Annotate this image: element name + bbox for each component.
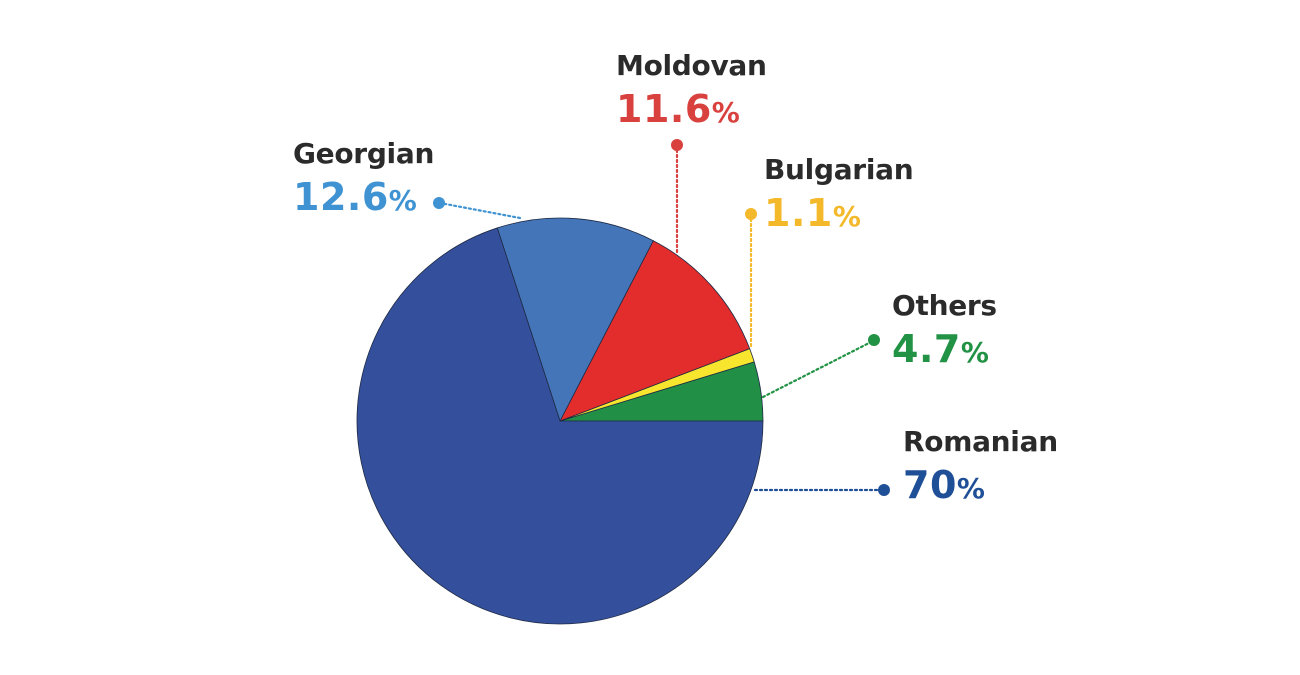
slice-romanian: [356, 227, 764, 625]
label-moldovan-value: 11.6%: [616, 87, 740, 131]
leader-dot-georgian: [433, 197, 445, 209]
label-bulgarian-value: 1.1%: [764, 191, 861, 235]
label-others-name: Others: [892, 289, 997, 322]
label-bulgarian: Bulgarian 1.1%: [764, 153, 914, 235]
label-romanian-value: 70%: [903, 463, 985, 507]
label-bulgarian-name: Bulgarian: [764, 153, 914, 186]
leader-line-georgian: [438, 201, 522, 220]
leader-dot-moldovan: [671, 139, 683, 151]
leader-dot-romanian: [878, 484, 890, 496]
label-georgian: Georgian 12.6%: [293, 137, 435, 219]
leader-dot-others: [868, 334, 880, 346]
label-romanian: Romanian 70%: [903, 425, 1058, 507]
label-others: Others 4.7%: [892, 289, 997, 371]
label-moldovan: Moldovan 11.6%: [616, 49, 767, 131]
slice-georgian: [496, 217, 654, 423]
leader-dot-bulgarian: [745, 208, 757, 220]
label-georgian-name: Georgian: [293, 137, 435, 170]
leader-line-others: [761, 339, 875, 399]
leader-lines: [433, 139, 890, 496]
slice-moldovan: [559, 240, 751, 422]
label-moldovan-name: Moldovan: [616, 49, 767, 82]
pie-slices: [356, 217, 764, 625]
label-others-value: 4.7%: [892, 327, 989, 371]
label-romanian-name: Romanian: [903, 425, 1058, 458]
label-georgian-value: 12.6%: [293, 175, 417, 219]
